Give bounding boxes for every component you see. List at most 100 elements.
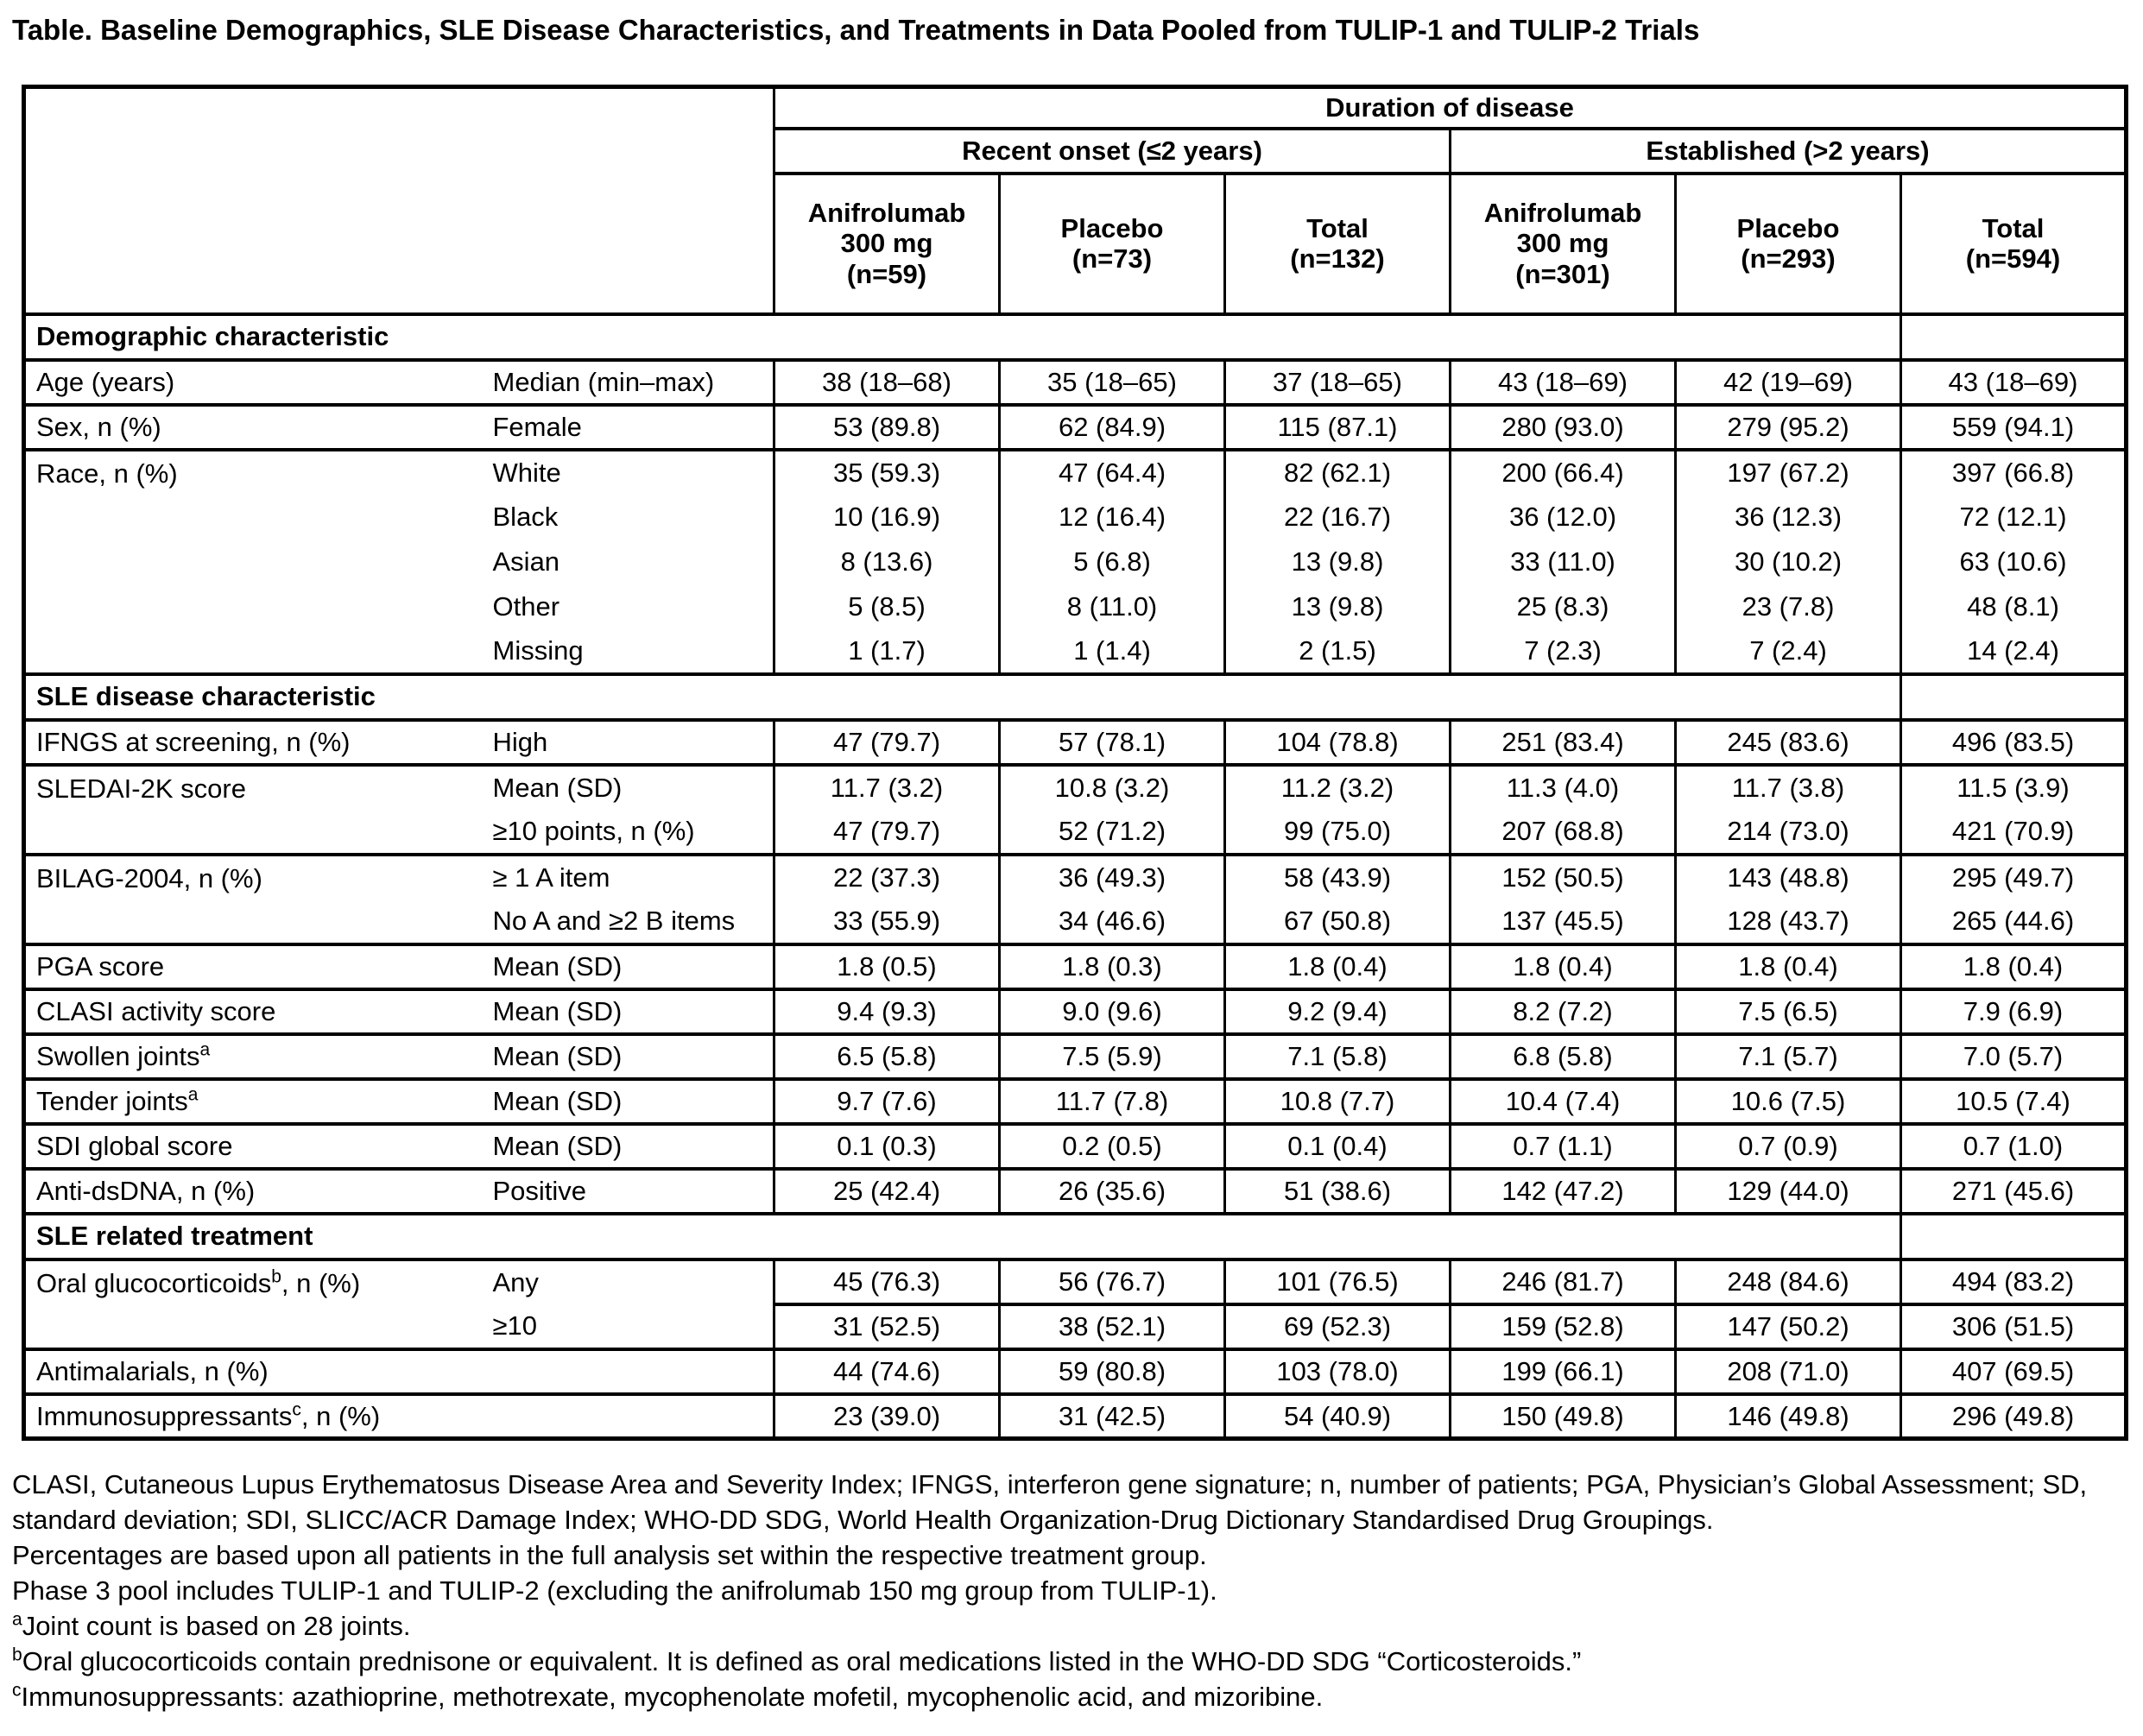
value-cell: 36 (12.0) (1449, 494, 1676, 540)
value-cell: 35 (18–65) (998, 357, 1225, 405)
table-row: Missing 1 (1.7) 1 (1.4) 2 (1.5) 7 (2.3) … (24, 628, 2127, 674)
value-cell: 407 (69.5) (1900, 1347, 2127, 1394)
row-sublabel: Mean (SD) (485, 1032, 774, 1079)
value-cell: 54 (40.9) (1223, 1392, 1451, 1439)
row-label-text: Tender joints (36, 1085, 188, 1116)
value-cell: 8 (13.6) (773, 539, 1000, 584)
value-cell: 101 (76.5) (1223, 1257, 1451, 1304)
row-label: BILAG-2004, n (%) (23, 852, 486, 944)
row-label: Age (years) (23, 357, 486, 405)
value-cell: 34 (46.6) (998, 899, 1225, 944)
value-cell: 496 (83.5) (1900, 717, 2127, 765)
value-cell: 10.5 (7.4) (1900, 1076, 2127, 1124)
value-cell: 200 (66.4) (1449, 447, 1676, 495)
value-cell: 306 (51.5) (1900, 1302, 2127, 1349)
value-cell: 2 (1.5) (1223, 628, 1451, 674)
value-cell: 47 (79.7) (773, 809, 1000, 855)
value-cell: 0.7 (0.9) (1674, 1121, 1901, 1169)
value-cell: 53 (89.8) (773, 402, 1000, 450)
value-cell: 10.8 (7.7) (1223, 1076, 1451, 1124)
value-cell: 7 (2.4) (1674, 628, 1901, 674)
value-cell: 559 (94.1) (1900, 402, 2127, 450)
row-label: SLEDAI-2K score (23, 762, 486, 855)
value-cell: 129 (44.0) (1674, 1166, 1901, 1214)
value-cell: 44 (74.6) (773, 1347, 1000, 1394)
value-cell: 57 (78.1) (998, 717, 1225, 765)
footnote: Percentages are based upon all patients … (12, 1537, 2117, 1573)
value-cell: 1.8 (0.4) (1223, 942, 1451, 989)
row-label-text: Oral glucocorticoids (36, 1267, 272, 1298)
row-label: Swollen jointsa (23, 1032, 486, 1079)
value-cell: 5 (8.5) (773, 584, 1000, 629)
value-cell: 152 (50.5) (1449, 852, 1676, 900)
value-cell: 43 (18–69) (1449, 357, 1676, 405)
value-cell: 23 (39.0) (773, 1392, 1000, 1439)
section-empty-cell (1900, 312, 2127, 360)
column-name: Total (1306, 212, 1369, 243)
value-cell: 271 (45.6) (1900, 1166, 2127, 1214)
value-cell: 11.7 (3.2) (773, 762, 1000, 810)
value-cell: 13 (9.8) (1223, 584, 1451, 629)
value-cell: 0.7 (1.1) (1449, 1121, 1676, 1169)
value-cell: 56 (76.7) (998, 1257, 1225, 1304)
value-cell: 280 (93.0) (1449, 402, 1676, 450)
value-cell: 104 (78.8) (1223, 717, 1451, 765)
superscript-marker: b (271, 1266, 281, 1287)
section-empty-cell (1900, 672, 2127, 720)
row-label: PGA score (23, 942, 486, 989)
row-label: IFNGS at screening, n (%) (23, 717, 486, 765)
row-sublabel: High (485, 717, 774, 765)
table-row: Race, n (%) White 35 (59.3) 47 (64.4) 82… (23, 447, 2127, 674)
value-cell: 35 (59.3) (773, 447, 1000, 495)
value-cell: 1.8 (0.4) (1900, 942, 2127, 989)
footnote-text: Phase 3 pool includes TULIP-1 and TULIP-… (12, 1575, 1217, 1607)
value-cell: 7.1 (5.7) (1674, 1032, 1901, 1079)
value-cell: 36 (12.3) (1674, 494, 1901, 540)
value-cell: 296 (49.8) (1900, 1392, 2127, 1439)
value-cell: 12 (16.4) (998, 494, 1225, 540)
value-cell: 279 (95.2) (1674, 402, 1901, 450)
table-row: Asian 8 (13.6) 5 (6.8) 13 (9.8) 33 (11.0… (24, 539, 2127, 584)
value-cell: 72 (12.1) (1900, 494, 2127, 540)
table-row: SDI global score Mean (SD) 0.1 (0.3) 0.2… (23, 1121, 2127, 1169)
value-cell: 214 (73.0) (1674, 809, 1901, 855)
value-cell: 58 (43.9) (1223, 852, 1451, 900)
value-cell: 52 (71.2) (998, 809, 1225, 855)
value-cell: 38 (52.1) (998, 1302, 1225, 1349)
value-cell: 147 (50.2) (1674, 1302, 1901, 1349)
value-cell: 1.8 (0.5) (773, 942, 1000, 989)
value-cell: 1.8 (0.4) (1674, 942, 1901, 989)
value-cell: 7.0 (5.7) (1900, 1032, 2127, 1079)
section-empty-cell (1900, 1211, 2127, 1259)
value-cell: 5 (6.8) (998, 539, 1225, 584)
value-cell: 26 (35.6) (998, 1166, 1225, 1214)
row-label: Tender jointsa (23, 1076, 486, 1124)
baseline-table: Duration of disease Recent onset (≤2 yea… (22, 85, 2128, 1442)
row-label-text: , n (%) (281, 1267, 361, 1298)
value-cell: 43 (18–69) (1900, 357, 2127, 405)
value-cell: 7.1 (5.8) (1223, 1032, 1451, 1079)
column-header: Total (n=594) (1900, 171, 2127, 314)
row-label: SDI global score (23, 1121, 486, 1169)
row-sublabel: Any (485, 1257, 774, 1304)
row-sublabel: Mean (SD) (485, 1121, 774, 1169)
column-header: Placebo (n=293) (1674, 171, 1901, 314)
value-cell: 22 (16.7) (1223, 494, 1451, 540)
value-cell: 0.2 (0.5) (998, 1121, 1225, 1169)
duration-header: Duration of disease (773, 86, 2127, 129)
value-cell: 197 (67.2) (1674, 447, 1901, 495)
value-cell: 208 (71.0) (1674, 1347, 1901, 1394)
row-label: Immunosuppressantsc, n (%) (23, 1392, 774, 1439)
value-cell: 7.5 (6.5) (1674, 987, 1901, 1034)
footnote: bOral glucocorticoids contain prednisone… (12, 1644, 2117, 1679)
value-cell: 33 (55.9) (773, 899, 1000, 944)
value-cell: 295 (49.7) (1900, 852, 2127, 900)
section-header: SLE related treatment (23, 1211, 1901, 1259)
value-cell: 36 (49.3) (998, 852, 1225, 900)
superscript-marker: a (187, 1084, 199, 1105)
row-sublabel: Other (492, 590, 560, 622)
page-title: Table. Baseline Demographics, SLE Diseas… (12, 14, 1700, 46)
row-sublabel: ≥ 1 A item (485, 852, 774, 900)
value-cell: 45 (76.3) (773, 1257, 1000, 1304)
row-label: Anti-dsDNA, n (%) (23, 1166, 486, 1214)
